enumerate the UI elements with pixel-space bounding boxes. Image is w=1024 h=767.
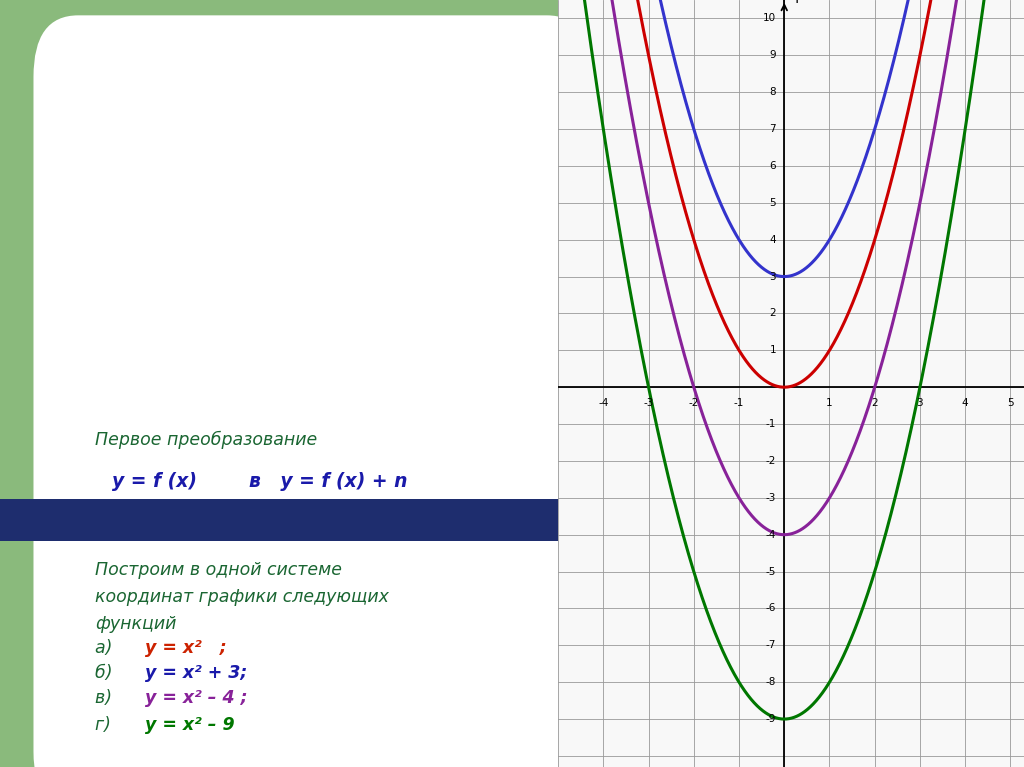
Text: 2: 2 — [871, 398, 878, 408]
Text: 2: 2 — [769, 308, 776, 318]
Text: 4: 4 — [962, 398, 969, 408]
FancyBboxPatch shape — [67, 384, 558, 767]
Text: Построим в одной системе: Построим в одной системе — [95, 561, 342, 579]
Text: 1: 1 — [826, 398, 833, 408]
Text: 4: 4 — [769, 235, 776, 245]
Text: б): б) — [95, 664, 118, 682]
Text: -1: -1 — [766, 419, 776, 429]
Text: а): а) — [95, 640, 118, 657]
Text: 1: 1 — [769, 345, 776, 355]
Text: г): г) — [95, 716, 117, 734]
Text: 6: 6 — [769, 161, 776, 171]
Text: функций: функций — [95, 615, 176, 633]
Text: 5: 5 — [1008, 398, 1014, 408]
Text: -1: -1 — [734, 398, 744, 408]
FancyBboxPatch shape — [0, 499, 558, 541]
Text: -8: -8 — [766, 677, 776, 687]
Text: 8: 8 — [769, 87, 776, 97]
Text: -5: -5 — [766, 567, 776, 577]
Text: y = x² – 9: y = x² – 9 — [145, 716, 234, 734]
Text: 9: 9 — [769, 51, 776, 61]
Text: -6: -6 — [766, 604, 776, 614]
Text: -3: -3 — [643, 398, 653, 408]
Text: -9: -9 — [766, 714, 776, 724]
Text: 7: 7 — [769, 124, 776, 134]
Text: в): в) — [95, 689, 118, 706]
FancyBboxPatch shape — [34, 15, 592, 767]
Text: -4: -4 — [598, 398, 608, 408]
Text: 3: 3 — [916, 398, 924, 408]
Text: y = f (x)        в   y = f (x) + n: y = f (x) в y = f (x) + n — [112, 472, 408, 491]
Text: -2: -2 — [766, 456, 776, 466]
Text: y = x² – 4 ;: y = x² – 4 ; — [145, 689, 248, 706]
Text: Первое преобразование: Первое преобразование — [95, 430, 317, 449]
Text: -3: -3 — [766, 493, 776, 503]
Text: -7: -7 — [766, 640, 776, 650]
Text: y = x² + 3;: y = x² + 3; — [145, 664, 248, 682]
Text: -4: -4 — [766, 530, 776, 540]
Text: Y: Y — [793, 0, 801, 5]
Text: 3: 3 — [769, 272, 776, 281]
Text: координат графики следующих: координат графики следующих — [95, 588, 389, 606]
Text: 10: 10 — [763, 14, 776, 24]
Text: 5: 5 — [769, 198, 776, 208]
Text: y = x²   ;: y = x² ; — [145, 640, 227, 657]
Text: -2: -2 — [688, 398, 699, 408]
